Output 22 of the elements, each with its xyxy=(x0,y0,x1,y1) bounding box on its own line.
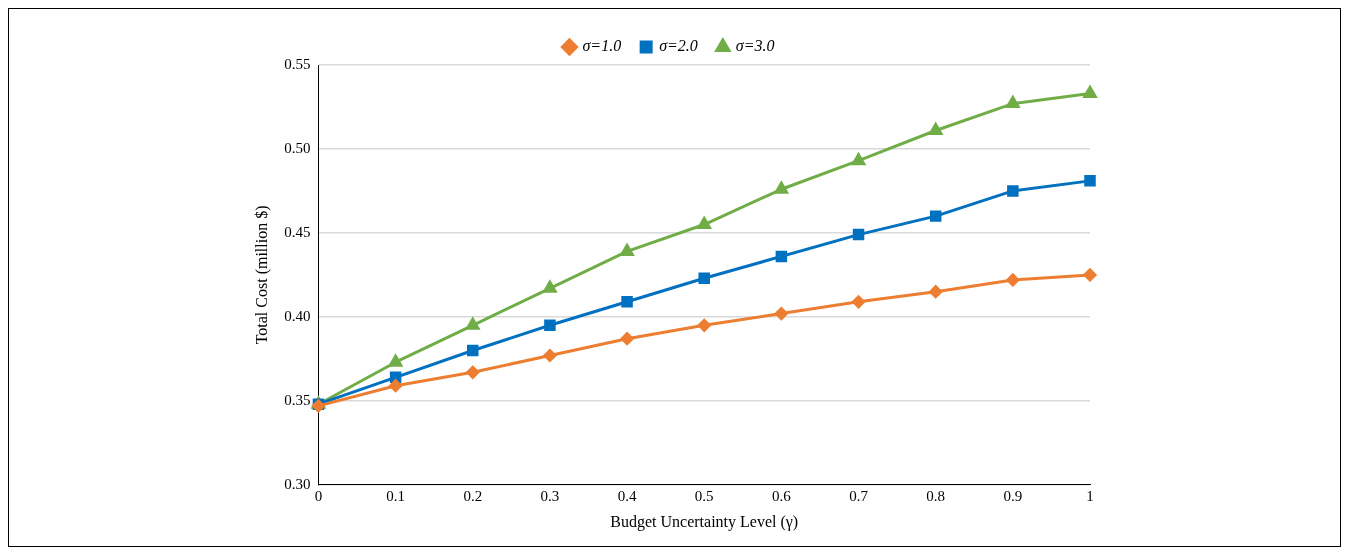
y-tick-label: 0.45 xyxy=(284,223,311,240)
y-tick-label: 0.50 xyxy=(284,139,311,156)
legend-label: σ=2.0 xyxy=(659,37,698,55)
x-tick-label: 0.3 xyxy=(540,487,560,504)
x-tick-label: 0.8 xyxy=(926,487,946,504)
x-tick-label: 0.7 xyxy=(849,487,869,504)
x-tick-label: 0.9 xyxy=(1003,487,1023,504)
y-tick-label: 0.35 xyxy=(284,391,311,408)
x-tick-label: 1 xyxy=(1086,487,1094,504)
x-tick-label: 0.5 xyxy=(694,487,714,504)
x-tick-label: 0.2 xyxy=(463,487,483,504)
y-axis-title: Total Cost (million $) xyxy=(252,205,271,345)
x-axis-title: Budget Uncertainty Level (γ) xyxy=(610,512,799,531)
y-tick-label: 0.40 xyxy=(284,307,311,324)
x-tick-label: 0 xyxy=(314,487,323,504)
legend-label: σ=3.0 xyxy=(735,37,775,55)
y-tick-label: 0.55 xyxy=(284,55,311,72)
legend-label: σ=1.0 xyxy=(582,37,622,55)
x-tick-label: 0.6 xyxy=(772,487,792,504)
y-tick-label: 0.30 xyxy=(284,475,311,492)
x-tick-label: 0.4 xyxy=(617,487,637,504)
x-tick-label: 0.1 xyxy=(386,487,405,504)
